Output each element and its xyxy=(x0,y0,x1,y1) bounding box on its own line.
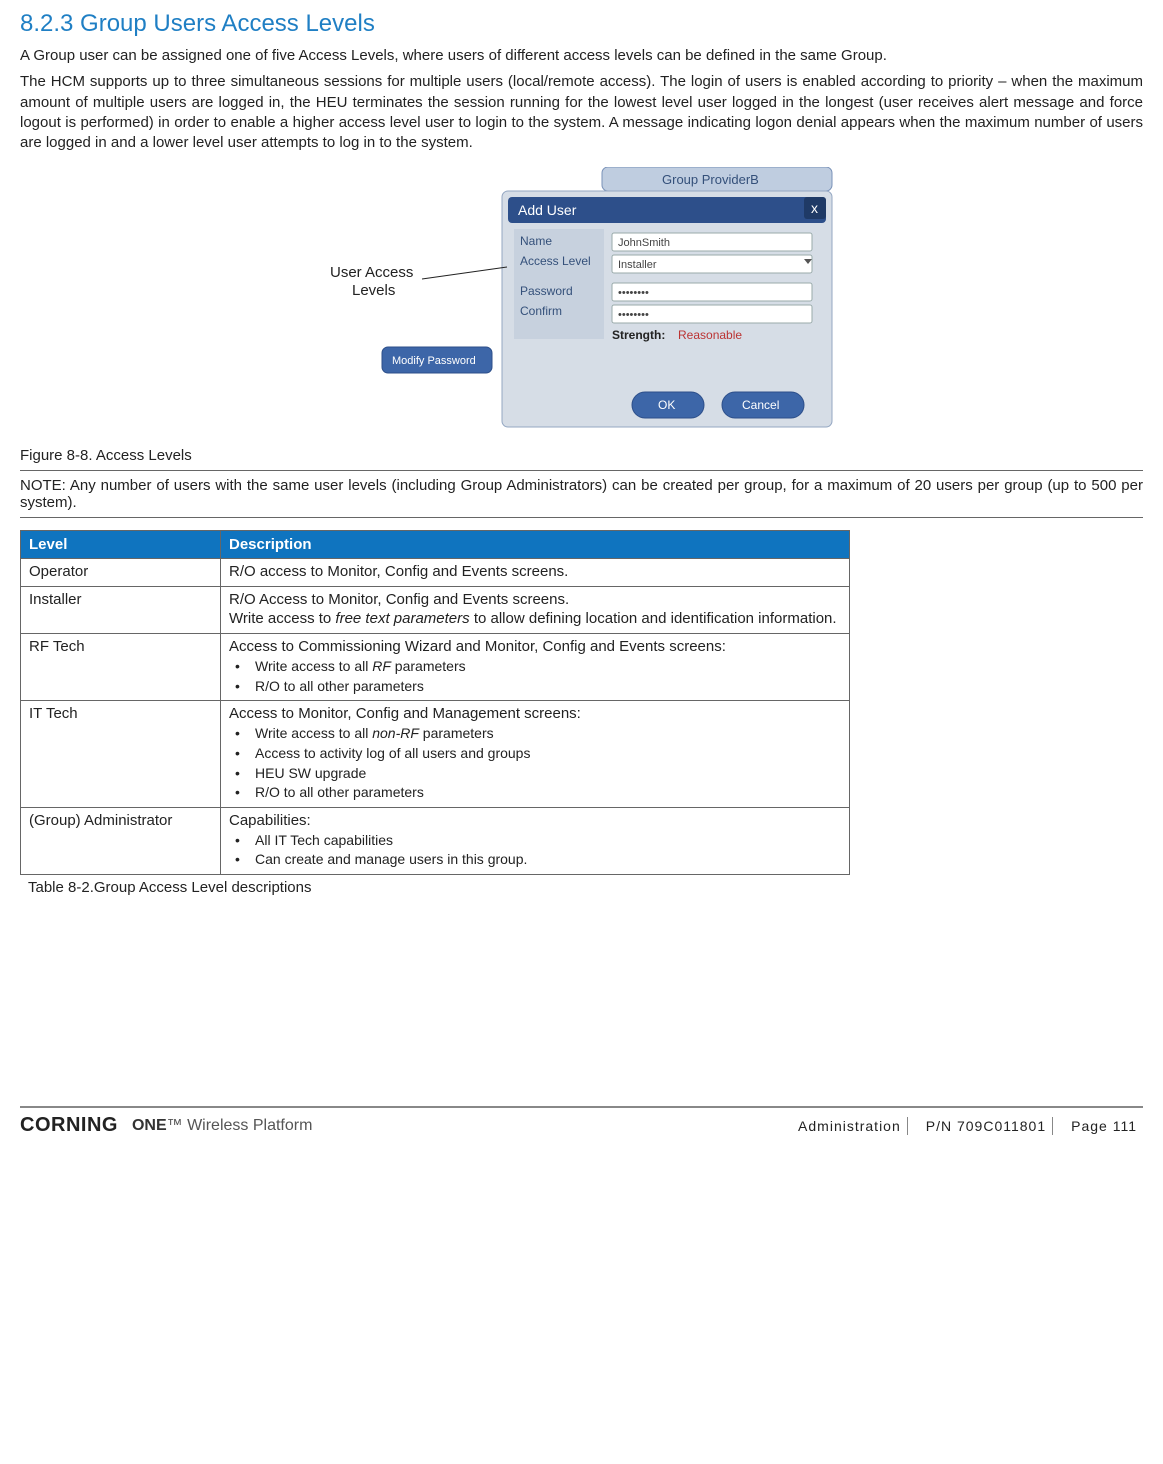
one-wireless-logo: ONE™ Wireless Platform xyxy=(132,1117,312,1135)
intro-paragraph-1: A Group user can be assigned one of five… xyxy=(20,46,1143,66)
section-heading: 8.2.3 Group Users Access Levels xyxy=(20,10,1143,38)
level-cell: (Group) Administrator xyxy=(21,807,221,874)
password-label: Password xyxy=(520,284,573,298)
level-cell: IT Tech xyxy=(21,701,221,807)
desc-cell: Access to Commissioning Wizard and Monit… xyxy=(221,634,850,701)
desc-cell: Capabilities: All IT Tech capabilities C… xyxy=(221,807,850,874)
password-value: •••••••• xyxy=(618,287,649,299)
ok-button-label: OK xyxy=(658,398,675,412)
confirm-label: Confirm xyxy=(520,304,562,318)
level-cell: Operator xyxy=(21,559,221,587)
table-row: RF Tech Access to Commissioning Wizard a… xyxy=(21,634,850,701)
access-levels-table: Level Description Operator R/O access to… xyxy=(20,530,850,875)
access-levels-dialog-svg: Group ProviderB Add User x Name Access L… xyxy=(322,167,842,437)
name-value: JohnSmith xyxy=(618,237,670,249)
table-row: Installer R/O Access to Monitor, Config … xyxy=(21,587,850,634)
close-icon: x xyxy=(811,200,818,216)
corning-logo: CORNING xyxy=(20,1114,118,1137)
strength-label: Strength: xyxy=(612,328,665,342)
table-row: (Group) Administrator Capabilities: All … xyxy=(21,807,850,874)
col-header-description: Description xyxy=(221,531,850,559)
tab-label: Group ProviderB xyxy=(662,172,759,187)
footer-page-number: Page 111 xyxy=(1065,1118,1143,1134)
table-row: Operator R/O access to Monitor, Config a… xyxy=(21,559,850,587)
level-cell: RF Tech xyxy=(21,634,221,701)
col-header-level: Level xyxy=(21,531,221,559)
figure-container: Group ProviderB Add User x Name Access L… xyxy=(20,167,1143,441)
table-caption: Table 8-2.Group Access Level description… xyxy=(28,879,1143,896)
note-block: NOTE: Any number of users with the same … xyxy=(20,470,1143,518)
desc-cell: R/O Access to Monitor, Config and Events… xyxy=(221,587,850,634)
name-label: Name xyxy=(520,234,552,248)
cancel-button-label: Cancel xyxy=(742,398,779,412)
confirm-value: •••••••• xyxy=(618,309,649,321)
access-label: Access Level xyxy=(520,254,591,268)
intro-paragraph-2: The HCM supports up to three simultaneou… xyxy=(20,72,1143,153)
table-row: IT Tech Access to Monitor, Config and Ma… xyxy=(21,701,850,807)
access-value: Installer xyxy=(618,259,657,271)
modify-password-button-label: Modify Password xyxy=(392,355,476,367)
footer-section: Administration xyxy=(792,1118,907,1134)
desc-cell: R/O access to Monitor, Config and Events… xyxy=(221,559,850,587)
level-cell: Installer xyxy=(21,587,221,634)
strength-value: Reasonable xyxy=(678,328,742,342)
user-access-levels-label: User Access Levels xyxy=(330,264,418,299)
page-footer: CORNING ONE™ Wireless Platform Administr… xyxy=(20,1106,1143,1137)
dialog-title: Add User xyxy=(518,202,577,218)
footer-part-number: P/N 709C011801 xyxy=(920,1118,1052,1134)
figure-caption: Figure 8-8. Access Levels xyxy=(20,447,1143,464)
desc-cell: Access to Monitor, Config and Management… xyxy=(221,701,850,807)
